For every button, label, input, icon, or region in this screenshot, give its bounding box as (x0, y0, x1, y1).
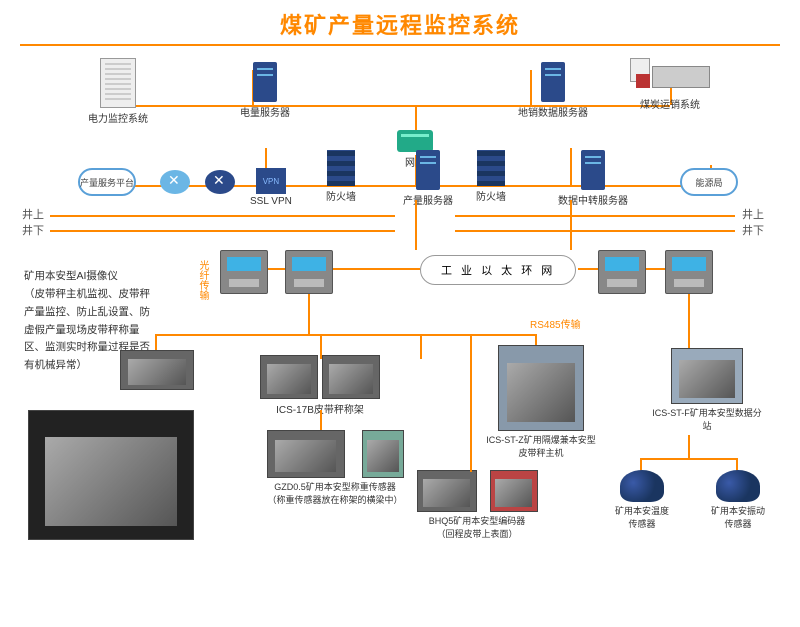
ics-st-z: ICS-ST-Z矿用隔爆兼本安型皮带秤主机 (486, 345, 596, 459)
page-title: 煤矿产量远程监控系统 (0, 0, 800, 44)
power-monitor-label: 电力监控系统 (88, 110, 148, 125)
sales-server: 地销数据服务器 (518, 62, 588, 119)
vpn-box: VPN SSL VPN (250, 168, 292, 207)
firewall-2: 防火墙 (476, 150, 506, 203)
ics-st-f-label: ICS-ST-F矿用本安型数据分站 (652, 406, 762, 432)
vib-sensor-label: 矿用本安振动传感器 (708, 504, 768, 530)
router-icon-2 (205, 170, 235, 194)
relay-server-label: 数据中转服务器 (558, 192, 628, 207)
temp-sensor: 矿用本安温度传感器 (612, 470, 672, 530)
cloud-platform-icon: 产量服务平台 (78, 168, 136, 196)
below-label-l: 井下 (22, 222, 44, 238)
bhq5: BHQ5矿用本安型编码器（回程皮带上表面） (412, 470, 542, 540)
router-icon (160, 170, 190, 194)
rs485-label: RS485传输 (530, 316, 581, 331)
transport-system: 煤炭运销系统 (630, 58, 710, 111)
prod-server-label: 产量服务器 (403, 192, 453, 207)
firewall-1-label: 防火墙 (326, 188, 356, 203)
gzd-sensor: GZD0.5矿用本安型称重传感器（称重传感器放在称架的横梁中） (260, 430, 410, 506)
power-server: 电量服务器 (240, 62, 290, 119)
cloud-platform: 产量服务平台 (78, 168, 136, 196)
ics-st-z-label: ICS-ST-Z矿用隔爆兼本安型皮带秤主机 (486, 433, 596, 459)
ics-st-f: ICS-ST-F矿用本安型数据分站 (652, 348, 762, 432)
monitor-grid-photo (28, 410, 194, 540)
mine-box-2 (285, 250, 333, 294)
prod-server: 产量服务器 (403, 150, 453, 207)
firewall-1: 防火墙 (326, 150, 356, 203)
sales-server-label: 地销数据服务器 (518, 104, 588, 119)
cloud-energy: 能源局 (680, 168, 738, 196)
mine-box-4 (665, 250, 713, 294)
power-monitor-cabinet: 电力监控系统 (88, 58, 148, 125)
temp-sensor-label: 矿用本安温度传感器 (612, 504, 672, 530)
ai-camera-photo (120, 350, 194, 390)
vpn-label: SSL VPN (250, 196, 292, 207)
camera-title: 矿用本安型AI摄像仪 (24, 270, 118, 282)
transport-label: 煤炭运销系统 (630, 96, 710, 111)
bhq5-label: BHQ5矿用本安型编码器（回程皮带上表面） (412, 514, 542, 540)
title-underline (20, 44, 780, 46)
mine-box-3 (598, 250, 646, 294)
below-label-r: 井下 (742, 222, 764, 238)
above-label-r: 井上 (742, 206, 764, 222)
vib-sensor: 矿用本安振动传感器 (708, 470, 768, 530)
gzd-label: GZD0.5矿用本安型称重传感器（称重传感器放在称架的横梁中） (260, 480, 410, 506)
fiber-label: 光纤传输 (195, 260, 210, 300)
above-label-l: 井上 (22, 206, 44, 222)
relay-server: 数据中转服务器 (558, 150, 628, 207)
power-server-label: 电量服务器 (240, 104, 290, 119)
industrial-ethernet-ring: 工 业 以 太 环 网 (420, 255, 576, 285)
firewall-2-label: 防火墙 (476, 188, 506, 203)
system-diagram: 电力监控系统 电量服务器 网闸 地销数据服务器 煤炭运销系统 产量服务平台 VP… (0, 50, 800, 627)
mine-box-1 (220, 250, 268, 294)
cloud-energy-icon: 能源局 (680, 168, 738, 196)
ics-17b: ICS-17B皮带秤称架 (260, 355, 380, 416)
